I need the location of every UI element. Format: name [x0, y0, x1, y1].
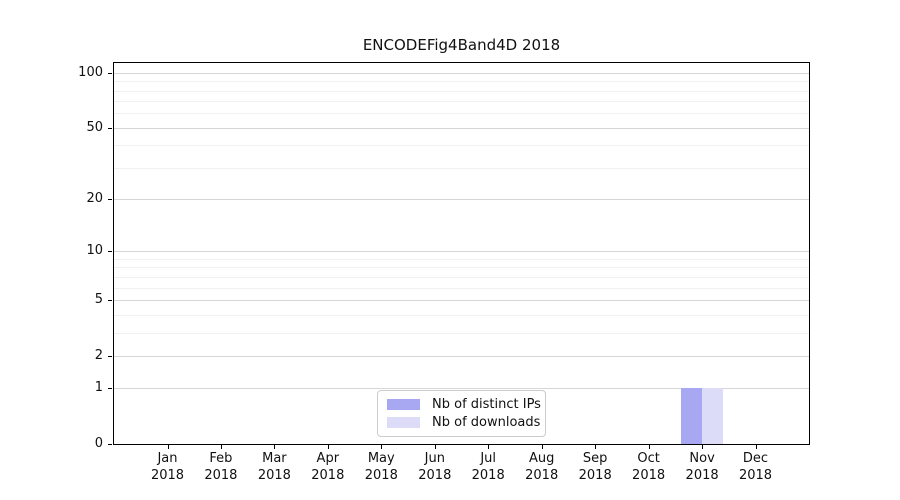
- major-gridline: [114, 355, 809, 357]
- legend: Nb of distinct IPs Nb of downloads: [377, 390, 546, 437]
- y-axis-tick-label: 5: [94, 291, 103, 307]
- y-axis-tick-label: 1: [94, 380, 103, 396]
- plot-area: [113, 62, 810, 445]
- minor-gridline: [114, 81, 809, 83]
- x-axis-tick: [327, 445, 329, 449]
- x-axis-tick-label: Aug 2018: [525, 451, 559, 483]
- y-axis-tick-label: 20: [86, 191, 103, 207]
- x-axis-tick: [381, 445, 383, 449]
- major-gridline: [114, 127, 809, 129]
- y-axis-tick-label: 2: [94, 347, 103, 363]
- minor-gridline: [114, 276, 809, 278]
- x-axis-tick-label: Apr 2018: [311, 451, 345, 483]
- legend-swatch-downloads: [387, 417, 420, 428]
- legend-label-downloads: Nb of downloads: [432, 415, 541, 430]
- legend-label-distinct-ips: Nb of distinct IPs: [432, 397, 541, 412]
- minor-gridline: [114, 145, 809, 147]
- minor-gridline: [114, 258, 809, 260]
- minor-gridline: [114, 332, 809, 334]
- y-axis-tick: [108, 299, 112, 301]
- y-axis-tick-label: 100: [78, 64, 103, 80]
- x-axis-tick-label: May 2018: [364, 451, 398, 483]
- x-axis-tick: [434, 445, 436, 449]
- major-gridline: [114, 72, 809, 74]
- x-axis-tick-label: Mar 2018: [257, 451, 291, 483]
- x-axis-tick-label: Jan 2018: [150, 451, 185, 483]
- major-gridline: [114, 299, 809, 301]
- x-axis-tick: [167, 445, 169, 449]
- minor-gridline: [114, 167, 809, 169]
- chart-title: ENCODEFig4Band4D 2018: [362, 36, 561, 54]
- y-axis-tick-label: 0: [94, 436, 103, 451]
- x-axis-tick-label: Nov 2018: [685, 451, 719, 483]
- major-gridline: [114, 251, 809, 253]
- major-gridline: [114, 199, 809, 201]
- x-axis-tick-label: Oct 2018: [632, 451, 666, 483]
- x-axis-tick: [702, 445, 704, 449]
- minor-gridline: [114, 314, 809, 316]
- x-axis-tick: [220, 445, 222, 449]
- y-axis-tick: [108, 199, 112, 201]
- minor-gridline: [114, 101, 809, 103]
- bar-nb-of-downloads: [702, 388, 724, 444]
- minor-gridline: [114, 287, 809, 289]
- x-axis-tick: [488, 445, 490, 449]
- y-axis-tick: [108, 355, 112, 357]
- minor-gridline: [114, 113, 809, 115]
- minor-gridline: [114, 267, 809, 269]
- minor-gridline: [114, 90, 809, 92]
- x-axis-tick: [595, 445, 597, 449]
- x-axis-tick: [755, 445, 757, 449]
- x-axis-tick: [648, 445, 650, 449]
- x-axis-tick-label: Jun 2018: [418, 451, 452, 483]
- legend-item-distinct-ips: Nb of distinct IPs: [378, 397, 545, 412]
- y-axis-tick: [108, 72, 112, 74]
- y-axis-tick: [108, 127, 112, 129]
- x-axis-tick-label: Sep 2018: [578, 451, 612, 483]
- y-axis-tick-label: 10: [86, 243, 103, 259]
- x-axis-tick-label: Jul 2018: [471, 451, 505, 483]
- legend-item-downloads: Nb of downloads: [378, 415, 545, 430]
- x-axis-tick: [541, 445, 543, 449]
- x-axis-tick-label: Dec 2018: [738, 451, 773, 483]
- y-axis-tick: [108, 444, 112, 445]
- x-axis-tick: [274, 445, 276, 449]
- major-gridline: [114, 388, 809, 390]
- x-axis-tick-label: Feb 2018: [204, 451, 238, 483]
- y-axis-tick-label: 50: [86, 119, 103, 135]
- bar-nb-of-distinct-ips: [680, 388, 703, 444]
- y-axis-tick: [108, 251, 112, 253]
- y-axis-tick: [108, 388, 112, 390]
- legend-swatch-distinct-ips: [387, 399, 420, 410]
